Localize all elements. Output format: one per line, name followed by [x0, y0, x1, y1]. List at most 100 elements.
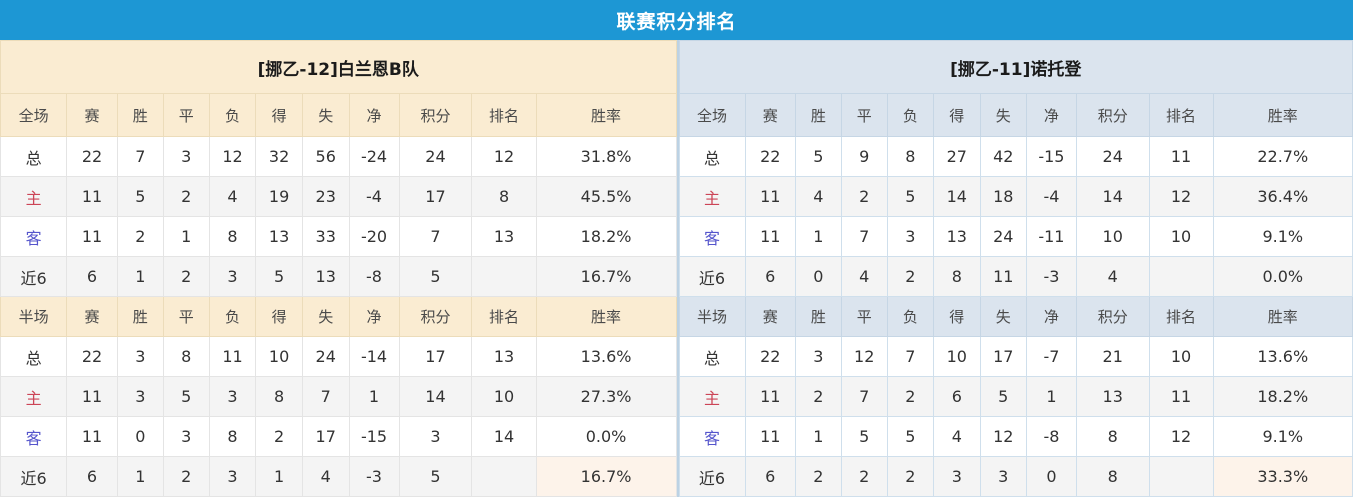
points-cell: 17 — [399, 337, 472, 377]
stat-cell: 11 — [745, 177, 796, 217]
stat-cell: 4 — [841, 257, 887, 297]
points-cell: 5 — [399, 457, 472, 497]
row-label: 客 — [679, 217, 745, 257]
stat-cell: 1 — [796, 217, 842, 257]
stat-cell: 11 — [67, 377, 118, 417]
stat-header: 积分 — [1076, 94, 1149, 137]
stat-header: 得 — [934, 297, 980, 337]
stat-cell: 12 — [209, 137, 256, 177]
points-cell: 14 — [1076, 177, 1149, 217]
stat-header: 排名 — [472, 297, 536, 337]
row-label: 客 — [679, 417, 745, 457]
stat-header: 赛 — [745, 94, 796, 137]
stat-cell: -20 — [349, 217, 399, 257]
stat-cell: 3 — [796, 337, 842, 377]
stat-cell: 1 — [796, 417, 842, 457]
stat-header: 赛 — [67, 297, 118, 337]
stat-cell: 4 — [209, 177, 256, 217]
stat-cell: 11 — [67, 417, 118, 457]
stat-cell: 13 — [302, 257, 349, 297]
stat-cell: 10 — [256, 337, 303, 377]
rank-cell: 13 — [472, 337, 536, 377]
stat-cell: 13 — [256, 217, 303, 257]
stat-header: 排名 — [1149, 94, 1213, 137]
row-label: 主 — [679, 177, 745, 217]
stat-cell: 3 — [117, 377, 163, 417]
stat-header: 排名 — [1149, 297, 1213, 337]
winrate-cell: 16.7% — [536, 457, 676, 497]
winrate-cell: 9.1% — [1213, 217, 1352, 257]
stat-header: 负 — [209, 94, 256, 137]
stat-header: 净 — [349, 297, 399, 337]
section-header-row: 半场赛胜平负得失净积分排名胜率 — [679, 297, 1353, 337]
team-name: [挪乙-11]诺托登 — [679, 41, 1353, 94]
stat-cell: 2 — [256, 417, 303, 457]
stat-cell: 11 — [67, 217, 118, 257]
stat-header: 积分 — [1076, 297, 1149, 337]
stat-header: 平 — [841, 297, 887, 337]
stat-cell: -14 — [349, 337, 399, 377]
rank-cell — [472, 257, 536, 297]
stat-header: 失 — [302, 297, 349, 337]
stat-cell: 2 — [163, 177, 209, 217]
rank-cell: 14 — [472, 417, 536, 457]
stat-cell: 18 — [980, 177, 1026, 217]
stat-cell: 2 — [887, 257, 933, 297]
stat-cell: 2 — [887, 457, 933, 497]
stat-cell: 23 — [302, 177, 349, 217]
winrate-cell: 22.7% — [1213, 137, 1352, 177]
stat-cell: 19 — [256, 177, 303, 217]
row-label: 总 — [1, 137, 67, 177]
rank-cell: 12 — [1149, 177, 1213, 217]
stat-cell: 22 — [67, 137, 118, 177]
stat-cell: 0 — [796, 257, 842, 297]
winrate-cell: 31.8% — [536, 137, 676, 177]
stat-cell: 3 — [934, 457, 980, 497]
stat-cell: 5 — [256, 257, 303, 297]
rank-cell: 11 — [1149, 137, 1213, 177]
stat-header: 赛 — [67, 94, 118, 137]
stat-header: 胜率 — [536, 94, 676, 137]
stat-header: 得 — [934, 94, 980, 137]
winrate-cell: 13.6% — [1213, 337, 1352, 377]
stat-cell: 2 — [841, 177, 887, 217]
team-name-row: [挪乙-12]白兰恩B队 — [1, 41, 677, 94]
stat-cell: 11 — [67, 177, 118, 217]
winrate-cell: 18.2% — [536, 217, 676, 257]
stat-header: 平 — [163, 297, 209, 337]
stat-cell: 10 — [934, 337, 980, 377]
stat-cell: 32 — [256, 137, 303, 177]
stat-header: 净 — [349, 94, 399, 137]
stat-cell: 1 — [256, 457, 303, 497]
points-cell: 21 — [1076, 337, 1149, 377]
stat-header: 积分 — [399, 297, 472, 337]
stat-cell: 6 — [67, 457, 118, 497]
stat-cell: 14 — [934, 177, 980, 217]
stat-header: 赛 — [745, 297, 796, 337]
stat-cell: 2 — [163, 457, 209, 497]
stat-cell: -4 — [1027, 177, 1077, 217]
stat-cell: 5 — [117, 177, 163, 217]
stat-cell: 4 — [934, 417, 980, 457]
stat-cell: 3 — [163, 417, 209, 457]
rank-cell: 12 — [1149, 417, 1213, 457]
stat-cell: 0 — [1027, 457, 1077, 497]
stat-header: 净 — [1027, 94, 1077, 137]
rank-cell: 10 — [1149, 337, 1213, 377]
stat-cell: 2 — [117, 217, 163, 257]
stat-cell: -15 — [1027, 137, 1077, 177]
row-label: 近6 — [679, 457, 745, 497]
points-cell: 3 — [399, 417, 472, 457]
stat-header: 胜 — [117, 297, 163, 337]
